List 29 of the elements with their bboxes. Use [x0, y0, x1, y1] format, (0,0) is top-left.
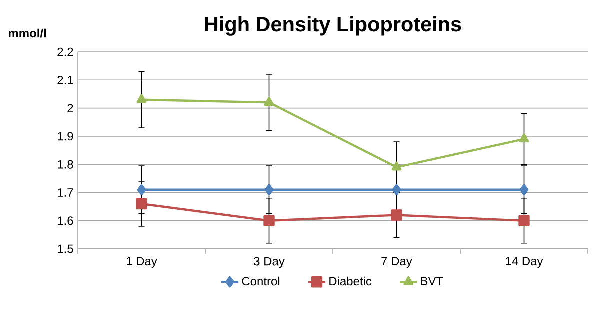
y-tick-label: 1.8: [58, 160, 74, 169]
point: [392, 162, 402, 171]
y-tick-label: 2.1: [58, 76, 74, 84]
y-axis-title: mmol/l: [8, 28, 46, 38]
point: [264, 97, 274, 106]
point: [391, 210, 402, 221]
point: [264, 184, 274, 196]
point: [137, 184, 146, 196]
y-tick-label: 2.2: [58, 48, 74, 56]
y-tick-label: 1.6: [58, 216, 74, 226]
point: [136, 198, 148, 210]
point: [264, 215, 275, 226]
point: [520, 184, 529, 196]
y-tick-label: 1.5: [58, 244, 74, 254]
legend-label: Control: [242, 276, 280, 286]
point: [518, 215, 530, 226]
point: [392, 184, 402, 196]
y-tick-label: 1.9: [58, 132, 74, 141]
point: [136, 94, 147, 104]
point: [519, 134, 530, 143]
x-tick-label: 3 Day: [254, 257, 285, 268]
x-tick-label: 1 Day: [126, 257, 158, 268]
x-tick-label: 14 Day: [506, 257, 544, 268]
chart-title: High Density Lipoproteins: [205, 16, 462, 36]
y-tick-label: 2: [68, 104, 74, 112]
x-tick-label: 7 Day: [382, 257, 412, 268]
legend-label: Diabetic: [330, 276, 372, 286]
legend-label: BVT: [421, 277, 444, 286]
y-tick-label: 1.7: [58, 188, 74, 197]
